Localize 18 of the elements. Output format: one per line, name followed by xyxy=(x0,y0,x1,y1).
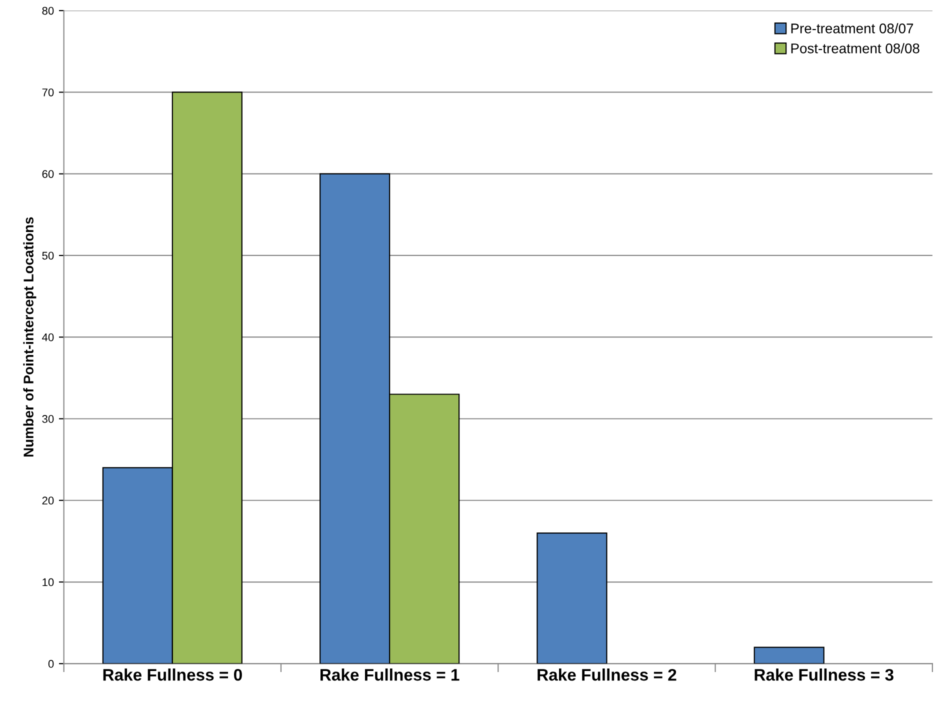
y-tick-label: 20 xyxy=(42,496,54,505)
x-tick-label: Rake Fullness = 0 xyxy=(103,668,242,681)
x-tick-label: Rake Fullness = 2 xyxy=(538,668,676,681)
y-tick-label: 70 xyxy=(42,88,54,96)
y-tick-label: 60 xyxy=(42,170,54,178)
y-tick-label: 50 xyxy=(42,252,54,260)
x-tick-label: Rake Fullness = 1 xyxy=(320,668,460,681)
legend-label: Pre-treatment 08/07 xyxy=(791,23,914,34)
x-tick-label: Rake Fullness = 3 xyxy=(754,668,894,681)
bar xyxy=(754,646,824,664)
y-tick-label: 30 xyxy=(42,415,54,423)
bar xyxy=(536,532,608,664)
y-tick-label: 40 xyxy=(42,333,54,342)
y-tick-label: 10 xyxy=(42,578,54,586)
y-axis-title: Number of Point-intercept Locations xyxy=(23,217,36,457)
y-tick-label: 80 xyxy=(42,6,54,15)
y-tick-label: 0 xyxy=(48,660,54,668)
legend-label: Post-treatment 08/08 xyxy=(791,43,920,54)
